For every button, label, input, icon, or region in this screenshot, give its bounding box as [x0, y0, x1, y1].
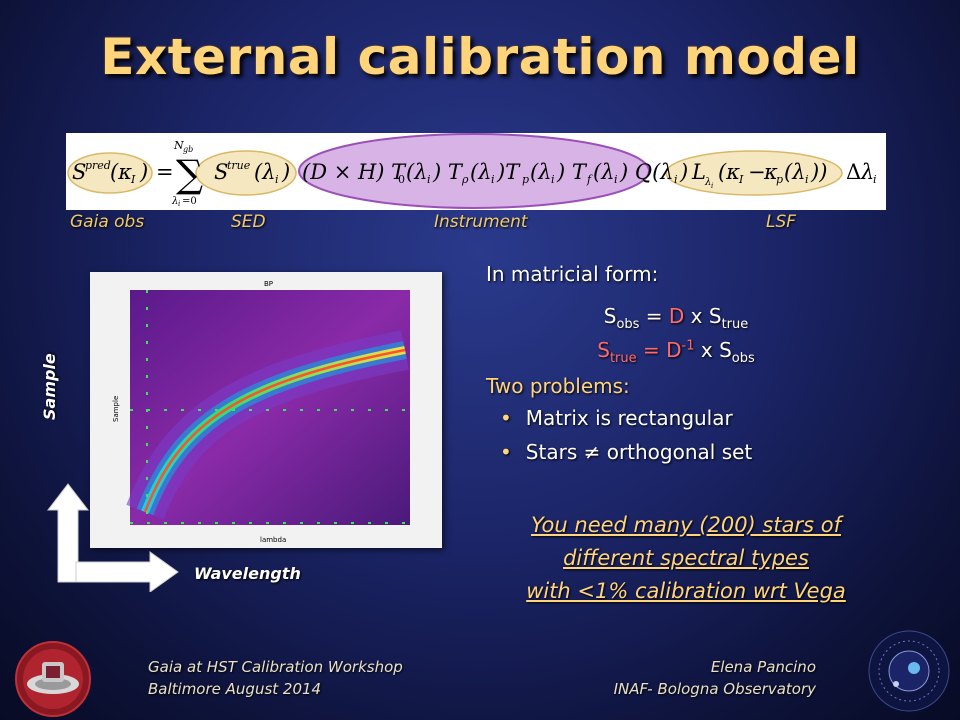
right-arrow-icon: [75, 551, 179, 592]
svg-text:(λ: (λ: [530, 160, 552, 184]
label-instrument: Instrument: [434, 212, 528, 232]
label-gaia-obs: Gaia obs: [70, 212, 145, 232]
svg-text:i: i: [805, 173, 809, 186]
svg-text:∑: ∑: [176, 152, 203, 196]
bullet-dot-icon: •: [500, 440, 512, 464]
svg-text:I: I: [738, 173, 744, 186]
svg-text:) T: ) T: [432, 160, 464, 184]
svg-text:f: f: [586, 173, 593, 186]
svg-text:pred: pred: [85, 159, 111, 172]
equation-strue: Strue = D-1 x Sobs: [597, 338, 755, 366]
svg-text:I: I: [130, 173, 136, 186]
sed-highlight: [195, 150, 297, 196]
need-line: different spectral types: [563, 546, 809, 570]
svg-text:(κ: (κ: [718, 160, 740, 184]
svg-text:κ: κ: [763, 160, 778, 184]
bp-spectrum-plot: BP lambda Sample: [90, 272, 442, 548]
calibration-equation: S pred (κ I ) = N gb ∑ λ i =0 S true (λ …: [66, 133, 886, 210]
matricial-intro: In matricial form:: [486, 262, 659, 286]
equation-sobs: Sobs = D x Strue: [603, 304, 749, 332]
plot-title: BP: [264, 280, 273, 288]
svg-text:i: i: [614, 173, 618, 186]
svg-text:): ): [139, 160, 148, 184]
svg-text:(κ: (κ: [110, 160, 132, 184]
bullet-item: • Matrix is rectangular: [500, 406, 733, 430]
svg-text:(λ: (λ: [784, 160, 806, 184]
svg-text:i: i: [873, 173, 877, 186]
svg-text:S: S: [214, 160, 228, 184]
need-line: with <1% calibration wrt Vega: [526, 579, 846, 603]
arrow-label-sample: Sample: [40, 353, 59, 420]
bullet-dot-icon: •: [500, 406, 512, 430]
svg-text:true: true: [227, 159, 251, 172]
svg-text:N: N: [173, 139, 184, 152]
svg-text:λ: λ: [704, 177, 711, 188]
svg-text:=: =: [156, 160, 174, 184]
spectrum-image: BP lambda Sample: [112, 280, 410, 544]
svg-text:=0: =0: [182, 196, 197, 207]
svg-text:) T: ) T: [556, 160, 588, 184]
instrument-highlight: [298, 133, 650, 209]
svg-text:i: i: [275, 173, 279, 186]
svg-text:(λ: (λ: [406, 160, 428, 184]
svg-text:0: 0: [398, 173, 405, 186]
svg-text:i: i: [427, 173, 431, 186]
plot-y-label: Sample: [112, 396, 120, 422]
svg-text:i: i: [491, 173, 495, 186]
gaia-obs-highlight: [67, 152, 153, 194]
footer-left: Gaia at HST Calibration Workshop Baltimo…: [148, 658, 403, 698]
need-line: You need many (200) stars of: [531, 513, 841, 537]
svg-text:(λ: (λ: [593, 160, 615, 184]
svg-text:i: i: [674, 173, 678, 186]
axis-arrows: [46, 483, 179, 592]
svg-text:S: S: [72, 160, 86, 184]
svg-text:)): )): [810, 160, 827, 184]
svg-text:L: L: [691, 160, 706, 184]
arrow-label-wavelength: Wavelength: [194, 564, 301, 583]
gaia-logo-icon: [15, 641, 91, 717]
lsf-highlight: [665, 150, 843, 196]
equation-image: S pred (κ I ) = N gb ∑ λ i =0 S true (λ …: [67, 133, 877, 209]
svg-text:): ): [679, 160, 688, 184]
svg-text:p: p: [522, 173, 529, 186]
svg-text:)T: )T: [496, 160, 521, 184]
svg-text:−: −: [748, 160, 766, 184]
svg-text:i: i: [551, 173, 555, 186]
label-sed: SED: [231, 212, 266, 232]
svg-text:(λ: (λ: [254, 160, 276, 184]
problems-heading: Two problems:: [486, 374, 630, 398]
svg-text:λ: λ: [171, 196, 178, 207]
svg-text:gb: gb: [183, 145, 193, 154]
bullet-item: • Stars ≠ orthogonal set: [500, 440, 753, 464]
svg-text:) Q(λ: ) Q(λ: [619, 160, 674, 184]
plot-x-label: lambda: [260, 536, 286, 544]
svg-text:(D × H) T: (D × H) T: [302, 160, 407, 184]
svg-text:i: i: [178, 200, 180, 208]
inaf-logo-icon: [868, 630, 950, 712]
svg-text:λ: λ: [860, 160, 874, 184]
footer-right: Elena Pancino INAF- Bologna Observatory: [613, 658, 816, 698]
svg-text:ρ: ρ: [461, 173, 469, 186]
label-lsf: LSF: [766, 212, 797, 232]
svg-text:Δ: Δ: [846, 160, 861, 184]
svg-text:p: p: [776, 173, 783, 186]
svg-text:i: i: [711, 182, 713, 190]
svg-text:(λ: (λ: [470, 160, 492, 184]
slide-title: External calibration model: [100, 28, 860, 86]
svg-text:): ): [281, 160, 290, 184]
